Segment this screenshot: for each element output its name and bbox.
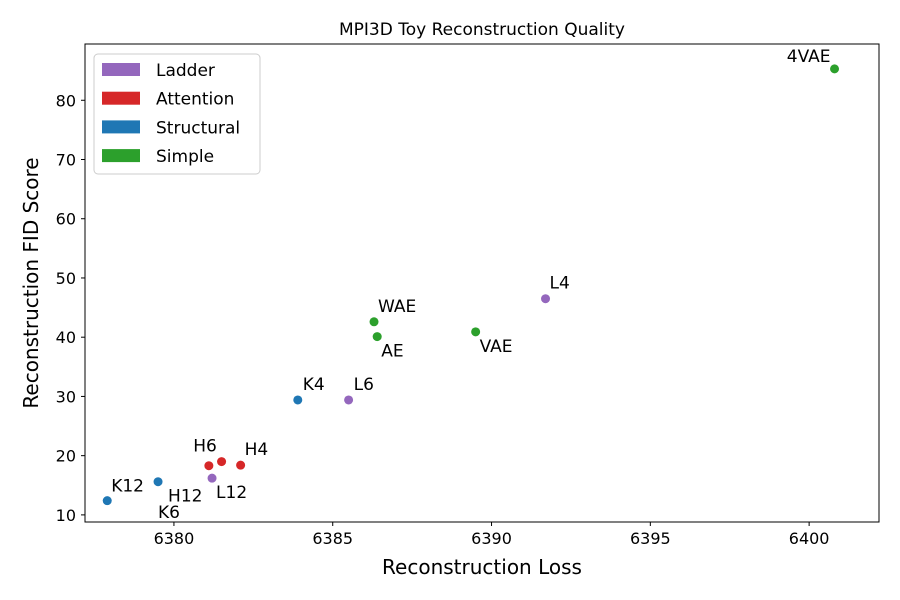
plot-area	[84, 43, 880, 523]
x-tick-label: 6395	[630, 529, 671, 548]
data-point	[830, 64, 840, 74]
point-label: L6	[354, 375, 374, 395]
point-label: WAE	[378, 297, 416, 317]
data-point	[293, 395, 303, 405]
y-tick-label: 80	[56, 91, 76, 110]
legend-label: Attention	[156, 90, 234, 110]
x-axis-title: Reconstruction Loss	[382, 555, 582, 579]
legend-label: Simple	[156, 147, 214, 167]
legend-label: Structural	[156, 118, 240, 138]
y-tick-label: 60	[56, 210, 76, 229]
point-label: H6	[193, 437, 217, 457]
legend: Ladder Attention Structural Simple	[93, 53, 261, 175]
y-tick-label: 40	[56, 328, 76, 347]
point-label: K12	[111, 477, 144, 497]
y-tick-label: 10	[56, 506, 76, 525]
legend-label: Ladder	[156, 61, 215, 81]
y-tick-label: 50	[56, 269, 76, 288]
data-point	[369, 317, 379, 327]
point-label: AE	[381, 342, 403, 362]
y-tick-label: 20	[56, 447, 76, 466]
x-tick-label: 6380	[154, 529, 195, 548]
y-tick-label: 70	[56, 151, 76, 170]
point-label: L12	[216, 483, 247, 503]
chart-title: MPI3D Toy Reconstruction Quality	[339, 20, 625, 40]
x-tick-label: 6385	[312, 529, 353, 548]
legend-swatch	[102, 63, 140, 76]
y-axis: 10 20 30 40 50 60 70 80	[56, 91, 85, 525]
x-tick-label: 6390	[471, 529, 512, 548]
point-label: VAE	[480, 337, 513, 357]
point-label: K6	[158, 503, 180, 523]
legend-swatch	[102, 91, 140, 105]
x-tick-label: 6400	[789, 529, 830, 548]
data-point	[217, 457, 227, 467]
data-point	[541, 294, 551, 304]
point-label: L4	[550, 274, 570, 294]
data-point	[471, 327, 481, 337]
point-label: H12	[168, 487, 202, 507]
data-point	[204, 461, 214, 471]
data-point	[102, 496, 112, 506]
data-point	[207, 473, 217, 483]
y-axis-title: Reconstruction FID Score	[19, 157, 43, 408]
data-points	[102, 64, 840, 506]
point-label: K4	[303, 375, 325, 395]
x-axis: 6380 6385 6390 6395 6400	[154, 522, 830, 548]
data-point	[236, 460, 246, 470]
data-point	[344, 395, 354, 405]
data-point	[153, 477, 163, 487]
legend-swatch	[102, 149, 140, 163]
data-point	[372, 332, 382, 342]
y-tick-label: 30	[56, 387, 76, 406]
legend-frame	[93, 53, 261, 175]
legend-swatch	[102, 120, 140, 134]
point-label: H4	[245, 440, 269, 460]
point-labels: 4VAE L4 WAE AE VAE K4 L6 H6 H4 L12 H12 K12 K6	[111, 47, 830, 523]
point-label: 4VAE	[787, 47, 831, 67]
